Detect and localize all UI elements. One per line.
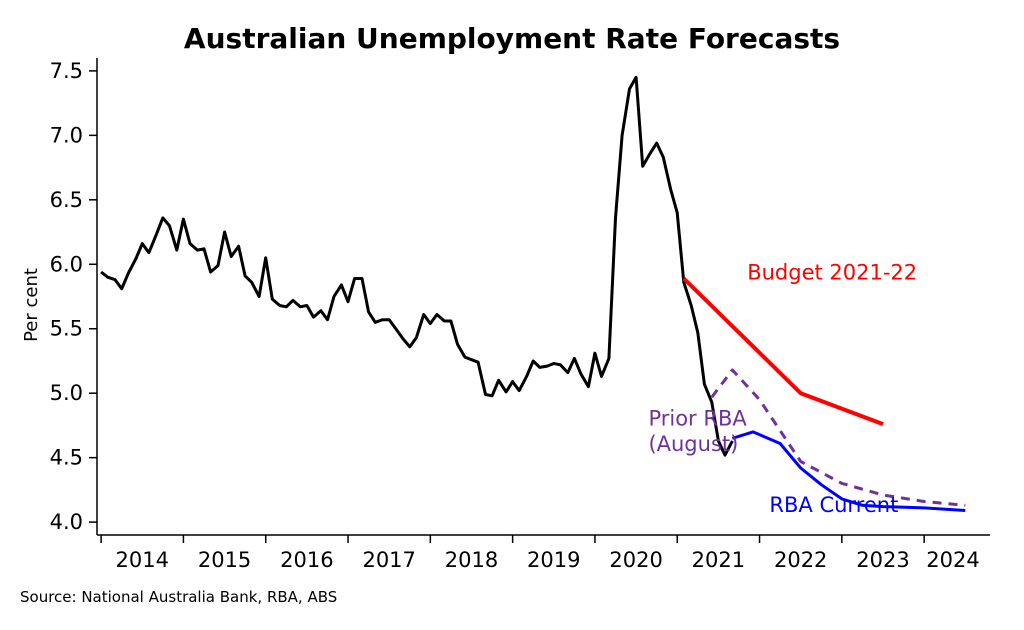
annotation-layer: Budget 2021-22 Prior RBA(August) RBA Curre… [648, 261, 917, 517]
y-tick-label: 5.0 [50, 381, 83, 405]
y-tick-label: 5.5 [50, 317, 83, 341]
chart-title: Australian Unemployment Rate Forecasts [184, 22, 840, 55]
x-tick-label: 2021 [692, 548, 745, 572]
series-line-2 [710, 368, 966, 507]
series-line-0 [100, 75, 734, 457]
x-tick-label: 2016 [280, 548, 333, 572]
y-tick-label: 4.0 [50, 510, 83, 534]
x-tick-label: 2019 [527, 548, 580, 572]
annotation-label: RBA Current [769, 493, 898, 517]
annotation-label: Budget 2021-22 [747, 261, 917, 285]
x-tick-label: 2017 [362, 548, 415, 572]
annotation-label: (August) [648, 432, 738, 456]
y-axis-label: Per cent [21, 268, 42, 342]
series-layer [100, 75, 966, 512]
x-tick-label: 2015 [198, 548, 251, 572]
x-tick-label: 2023 [856, 548, 909, 572]
x-tick-label: 2024 [926, 548, 979, 572]
series-line-3 [731, 430, 966, 512]
x-tick-label: 2020 [609, 548, 662, 572]
annotation-label: Prior RBA [648, 406, 747, 430]
x-tick-label: 2018 [445, 548, 498, 572]
y-tick-label: 6.0 [50, 252, 83, 276]
x-tick-label: 2014 [116, 548, 169, 572]
y-tick-label: 6.5 [50, 188, 83, 212]
series-line-1 [682, 277, 884, 426]
axes: 4.0 4.5 5.0 5.5 6.0 6.5 7.0 7.5 2014 2015 2016 2017… [50, 58, 990, 572]
y-tick-label: 4.5 [50, 446, 83, 470]
x-tick-label: 2022 [774, 548, 827, 572]
y-tick-label: 7.0 [50, 123, 83, 147]
source-note: Source: National Australia Bank, RBA, AB… [20, 588, 338, 606]
y-tick-label: 7.5 [50, 59, 83, 83]
